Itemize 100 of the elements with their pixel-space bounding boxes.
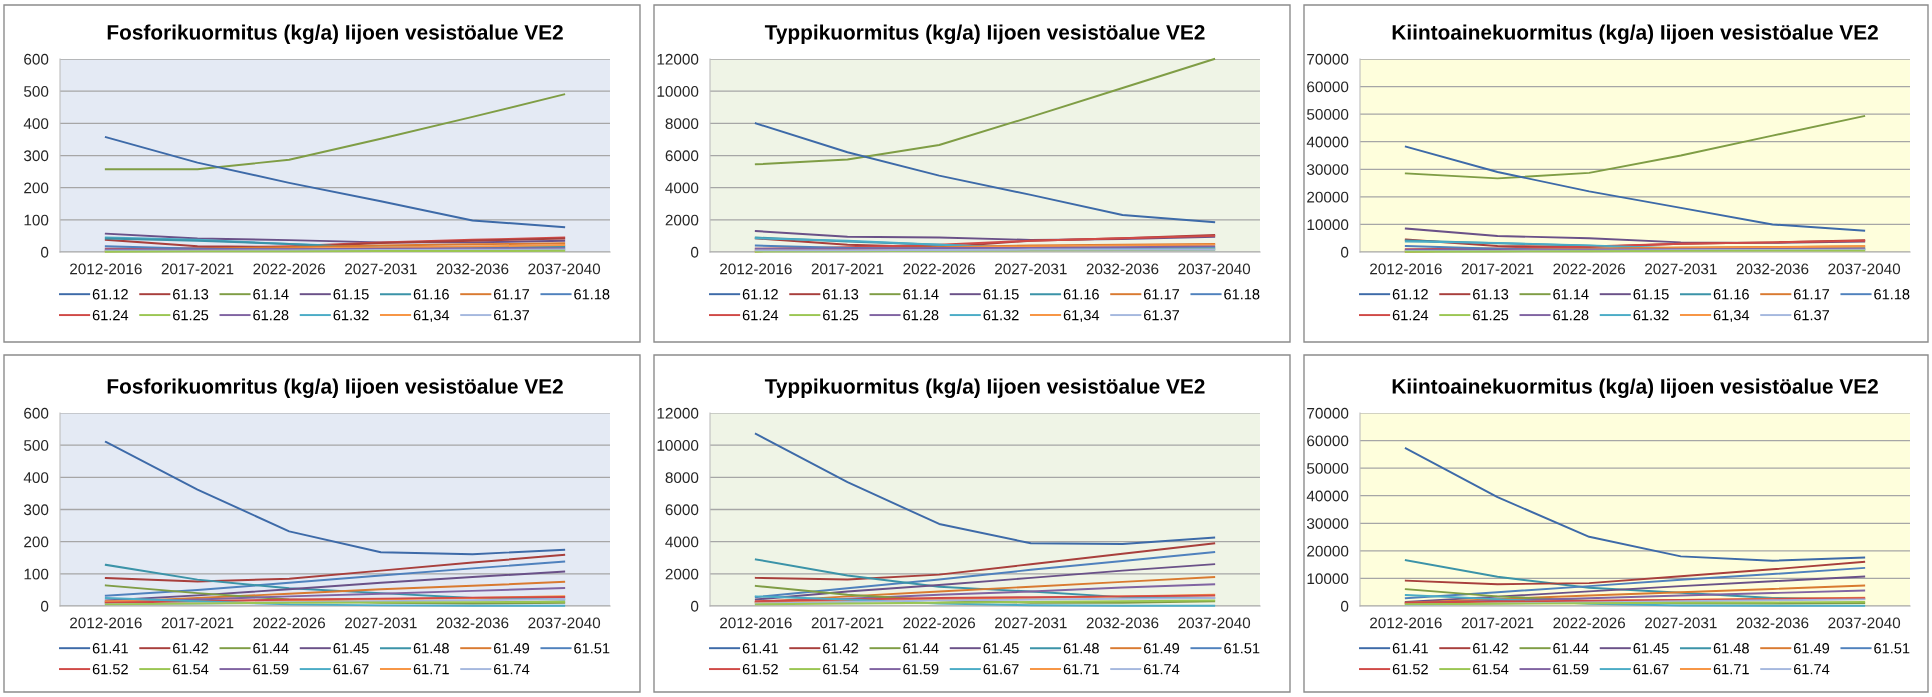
y-tick-label: 8000	[665, 118, 699, 130]
y-tick-label: 200	[24, 182, 49, 194]
legend-label: 61.17	[1794, 289, 1830, 300]
legend-label: 61.13	[173, 289, 209, 300]
legend-label: 61.18	[1874, 289, 1910, 300]
x-tick-label: 2032-2036	[436, 617, 509, 629]
x-tick-label: 2027-2031	[995, 263, 1067, 275]
legend-label: 61.24	[742, 309, 779, 321]
x-tick-label: 2037-2040	[1178, 617, 1251, 629]
legend-label: 61.12	[742, 289, 778, 300]
y-tick-label: 500	[24, 440, 49, 451]
x-tick-label: 2022-2026	[253, 263, 326, 275]
legend-label: 61.67	[1633, 663, 1669, 675]
legend-label: 61.71	[1713, 663, 1749, 675]
x-tick-label: 2017-2021	[161, 263, 234, 275]
y-tick-label: 100	[24, 568, 49, 580]
legend-label: 61.24	[92, 309, 129, 321]
x-tick-label: 2022-2026	[1553, 263, 1626, 275]
y-tick-label: 30000	[1306, 164, 1349, 175]
x-tick-label: 2027-2031	[345, 617, 417, 629]
y-tick-label: 10000	[657, 86, 699, 97]
legend-label: 61.13	[1473, 289, 1509, 300]
legend-label: 61.42	[173, 643, 209, 654]
legend-label: 61.52	[1392, 663, 1428, 675]
legend-label: 61.49	[1144, 643, 1180, 654]
y-tick-label: 10000	[657, 440, 699, 451]
legend-label: 61.25	[173, 309, 209, 321]
chart-title: Kiintoainekuormitus (kg/a) Iijoen vesistöalue VE2	[1392, 378, 1878, 398]
chart-title: Typpikuormitus (kg/a) Iijoen vesistöalue VE2	[764, 24, 1205, 44]
legend-label: 61.14	[253, 289, 289, 300]
legend-label: 61.59	[1553, 663, 1589, 675]
legend-label: 61.54	[823, 663, 859, 675]
y-tick-label: 0	[40, 246, 49, 258]
legend-label: 61,34	[413, 309, 450, 323]
legend-label: 61.49	[1794, 643, 1830, 654]
x-tick-label: 2017-2021	[1461, 263, 1534, 275]
legend-label: 61.25	[823, 309, 859, 321]
legend-label: 61.28	[903, 309, 939, 321]
y-tick-label: 0	[690, 246, 699, 258]
legend-label: 61.71	[413, 663, 449, 675]
legend-label: 61.18	[574, 289, 610, 300]
y-tick-label: 6000	[665, 150, 699, 162]
x-tick-label: 2022-2026	[903, 263, 976, 275]
y-tick-label: 2000	[665, 568, 699, 580]
x-tick-label: 2022-2026	[1553, 617, 1626, 629]
legend-label: 61.41	[1392, 643, 1428, 654]
x-tick-label: 2027-2031	[1645, 617, 1717, 629]
x-tick-label: 2012-2016	[70, 617, 142, 629]
legend-label: 61.37	[494, 309, 530, 321]
legend-label: 61.13	[823, 289, 859, 300]
x-tick-label: 2027-2031	[345, 263, 417, 275]
x-tick-label: 2017-2021	[811, 617, 884, 629]
legend-label: 61.51	[574, 643, 610, 654]
legend-label: 61.54	[1473, 663, 1509, 675]
y-tick-label: 40000	[1306, 136, 1349, 148]
y-tick-label: 200	[24, 536, 49, 548]
legend-label: 61.44	[903, 643, 939, 654]
y-tick-label: 12000	[657, 53, 699, 65]
y-tick-label: 50000	[1307, 463, 1349, 474]
legend-label: 61.45	[983, 643, 1019, 654]
y-tick-label: 4000	[665, 182, 699, 194]
y-tick-label: 500	[24, 86, 49, 97]
legend-label: 61.74	[1794, 663, 1830, 675]
legend-label: 61.59	[253, 663, 289, 675]
legend-label: 61.44	[253, 643, 289, 654]
y-tick-label: 400	[23, 472, 49, 484]
legend-label: 61.51	[1874, 643, 1910, 654]
x-tick-label: 2017-2021	[161, 617, 234, 629]
x-tick-label: 2022-2026	[903, 617, 976, 629]
y-tick-label: 12000	[657, 407, 699, 419]
legend-label: 61.42	[823, 643, 859, 654]
y-tick-label: 0	[1340, 600, 1349, 612]
y-tick-label: 600	[24, 407, 49, 419]
y-tick-label: 300	[23, 150, 49, 162]
legend-label: 61.25	[1473, 309, 1509, 321]
x-tick-label: 2012-2016	[720, 263, 792, 275]
legend-label: 61.24	[1392, 309, 1429, 321]
legend-label: 61.59	[903, 663, 939, 675]
y-tick-label: 8000	[665, 472, 699, 484]
legend-label: 61.49	[494, 643, 530, 654]
y-tick-label: 0	[1340, 246, 1349, 258]
y-tick-label: 60000	[1307, 435, 1349, 447]
legend-label: 61.52	[742, 663, 778, 675]
y-tick-label: 50000	[1307, 109, 1349, 120]
legend-label: 61.32	[1633, 309, 1669, 321]
legend-label: 61.71	[1063, 663, 1099, 675]
legend-label: 61.48	[1063, 643, 1099, 654]
legend-label: 61.28	[1553, 309, 1589, 321]
legend-label: 61.67	[983, 663, 1019, 675]
legend-label: 61.16	[1063, 289, 1099, 300]
legend-label: 61.15	[1633, 289, 1669, 300]
legend-label: 61.32	[333, 309, 369, 321]
x-tick-label: 2032-2036	[1736, 617, 1809, 629]
legend-label: 61.48	[1713, 643, 1749, 654]
legend-label: 61.37	[1794, 309, 1830, 321]
x-tick-label: 2037-2040	[1828, 263, 1901, 275]
legend-label: 61.12	[92, 289, 128, 300]
y-tick-label: 100	[24, 214, 49, 226]
y-tick-label: 10000	[1307, 219, 1349, 231]
x-tick-label: 2032-2036	[1736, 263, 1809, 275]
